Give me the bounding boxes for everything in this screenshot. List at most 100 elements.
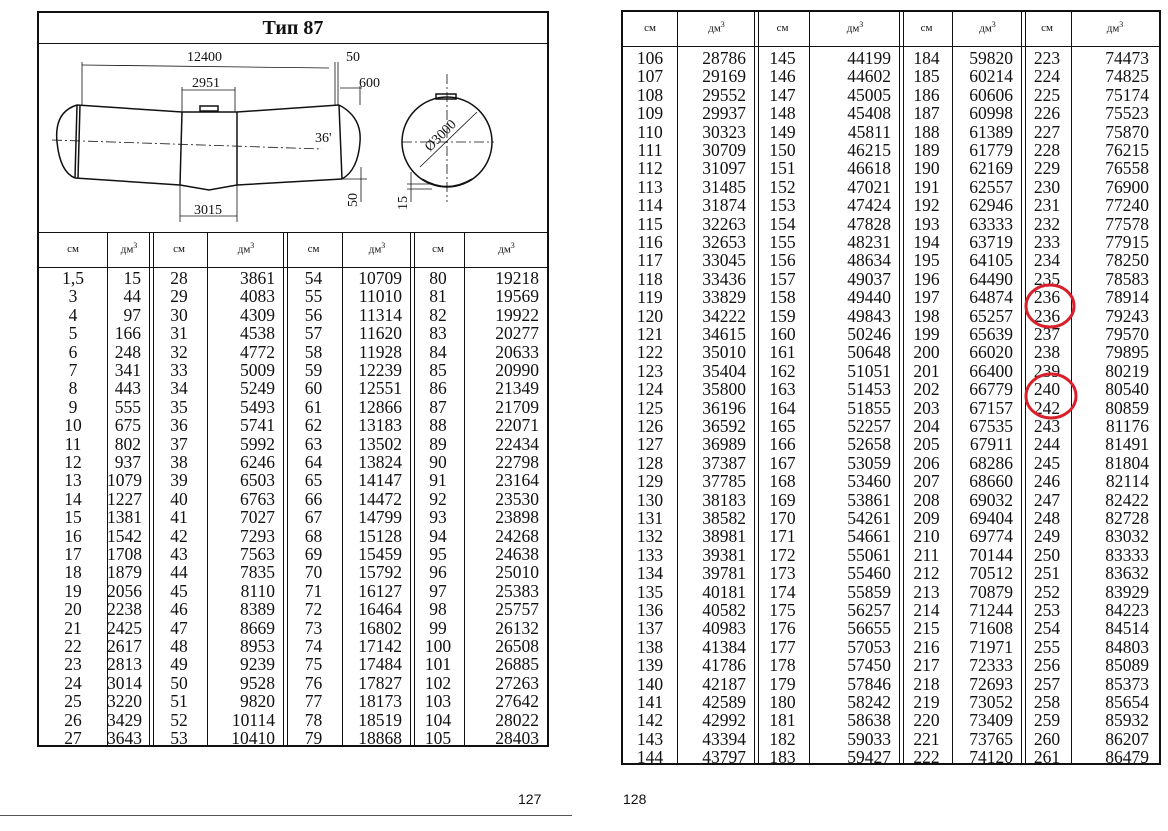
cell-level-cm: 207	[913, 471, 940, 492]
cell-level-cm: 204	[913, 416, 940, 436]
cell-level-cm: 6	[68, 341, 78, 362]
cell-level-cm: 80	[429, 268, 447, 288]
cell-volume-dm3: 27263	[495, 672, 539, 693]
cell-volume-dm3: 53861	[847, 489, 891, 510]
cell-volume-dm3: 77578	[1105, 213, 1149, 234]
cell-volume-dm3: 4083	[240, 286, 275, 307]
cell-volume-dm3: 30323	[702, 121, 746, 142]
cell-level-cm: 144	[636, 747, 664, 768]
cell-volume-dm3: 34222	[702, 305, 746, 326]
cell-volume-dm3: 72333	[969, 655, 1013, 676]
cell-volume-dm3: 24638	[495, 544, 539, 564]
cell-level-cm: 210	[913, 526, 940, 547]
cell-volume-dm3: 6763	[240, 488, 275, 509]
column-divider	[410, 232, 415, 745]
cell-volume-dm3: 21709	[495, 396, 539, 417]
column-header-dm3: дм3	[677, 20, 756, 35]
cell-level-cm: 253	[1033, 600, 1061, 620]
cell-volume-dm3: 5009	[240, 360, 275, 380]
cell-level-cm: 230	[1033, 176, 1061, 197]
cell-level-cm: 13	[64, 470, 82, 491]
cell-volume-dm3: 80219	[1105, 360, 1149, 381]
cell-volume-dm3: 28403	[495, 728, 539, 748]
column-divider	[809, 12, 810, 763]
cell-level-cm: 192	[913, 195, 940, 216]
cell-level-cm: 220	[913, 710, 940, 731]
cell-volume-dm3: 60606	[969, 84, 1013, 105]
unit-exponent: 3	[381, 240, 386, 250]
cell-level-cm: 233	[1033, 232, 1061, 252]
cell-volume-dm3: 19569	[495, 286, 539, 307]
cell-volume-dm3: 1381	[107, 507, 142, 528]
cell-level-cm: 37	[170, 433, 188, 454]
cell-level-cm: 183	[769, 747, 796, 768]
cell-volume-dm3: 42589	[702, 692, 746, 712]
cell-level-cm: 159	[769, 305, 796, 326]
cell-level-cm: 156	[769, 250, 796, 271]
column-divider	[107, 232, 108, 745]
cell-volume-dm3: 12239	[358, 360, 402, 380]
cell-volume-dm3: 40181	[702, 581, 746, 602]
page-bottom-rule	[0, 815, 572, 816]
unit-exponent: 3	[991, 20, 996, 29]
cell-level-cm: 66	[304, 488, 323, 509]
cell-level-cm: 221	[913, 728, 940, 749]
cell-volume-dm3: 70879	[969, 581, 1013, 602]
cell-level-cm: 27	[64, 728, 82, 748]
cell-volume-dm3: 74825	[1105, 66, 1149, 87]
unit-label: дм	[708, 22, 721, 35]
cell-volume-dm3: 20277	[495, 323, 539, 344]
cell-level-cm: 96	[429, 562, 447, 583]
cell-level-cm: 31	[170, 323, 188, 344]
cell-volume-dm3: 45005	[847, 84, 891, 105]
cell-volume-dm3: 64490	[969, 268, 1013, 289]
cell-level-cm: 187	[913, 103, 940, 124]
cell-volume-dm3: 13502	[358, 433, 402, 454]
cell-volume-dm3: 77240	[1105, 195, 1149, 216]
cell-volume-dm3: 54661	[847, 526, 891, 547]
cell-level-cm: 85	[429, 360, 447, 380]
cell-volume-dm3: 37387	[702, 452, 746, 473]
cell-volume-dm3: 3861	[240, 268, 275, 288]
cell-volume-dm3: 75870	[1105, 121, 1149, 142]
cell-volume-dm3: 50648	[847, 342, 891, 363]
cell-volume-dm3: 47828	[847, 213, 891, 234]
cell-volume-dm3: 2813	[107, 654, 142, 675]
cell-volume-dm3: 1079	[107, 470, 142, 491]
unit-label: дм	[120, 243, 134, 256]
cell-level-cm: 83	[429, 323, 447, 344]
cell-volume-dm3: 555	[114, 396, 141, 417]
cell-volume-dm3: 58242	[847, 692, 891, 712]
cell-volume-dm3: 3014	[107, 672, 142, 693]
cell-volume-dm3: 80540	[1105, 379, 1149, 400]
cell-level-cm: 111	[637, 140, 663, 160]
cell-volume-dm3: 15459	[358, 544, 402, 564]
cell-level-cm: 246	[1033, 471, 1061, 492]
cell-volume-dm3: 1227	[107, 488, 142, 509]
cell-level-cm: 223	[1033, 48, 1061, 68]
dim-angle: 36'	[315, 131, 332, 146]
cell-volume-dm3: 62169	[969, 158, 1013, 179]
cell-volume-dm3: 7563	[240, 544, 275, 564]
cell-volume-dm3: 75174	[1105, 84, 1149, 105]
cell-level-cm: 112	[637, 158, 663, 179]
cell-volume-dm3: 82422	[1105, 489, 1149, 510]
column-header-dm3: дм3	[207, 241, 285, 256]
cell-level-cm: 32	[170, 341, 188, 362]
cell-level-cm: 34	[170, 378, 188, 399]
cell-volume-dm3: 56257	[847, 600, 891, 620]
cell-level-cm: 222	[913, 747, 940, 768]
cell-volume-dm3: 29552	[702, 84, 746, 105]
cell-level-cm: 150	[769, 140, 796, 160]
cell-level-cm: 128	[636, 452, 664, 473]
cell-volume-dm3: 79243	[1105, 305, 1149, 326]
cell-level-cm: 139	[636, 655, 664, 676]
cell-volume-dm3: 68286	[969, 452, 1013, 473]
cell-volume-dm3: 67911	[969, 434, 1013, 455]
unit-label: дм	[846, 22, 860, 35]
cell-volume-dm3: 25010	[495, 562, 539, 583]
cell-level-cm: 41	[170, 507, 188, 528]
dim-overall-length: 12400	[187, 50, 222, 65]
cell-level-cm: 214	[913, 600, 940, 620]
cell-level-cm: 107	[636, 66, 664, 87]
